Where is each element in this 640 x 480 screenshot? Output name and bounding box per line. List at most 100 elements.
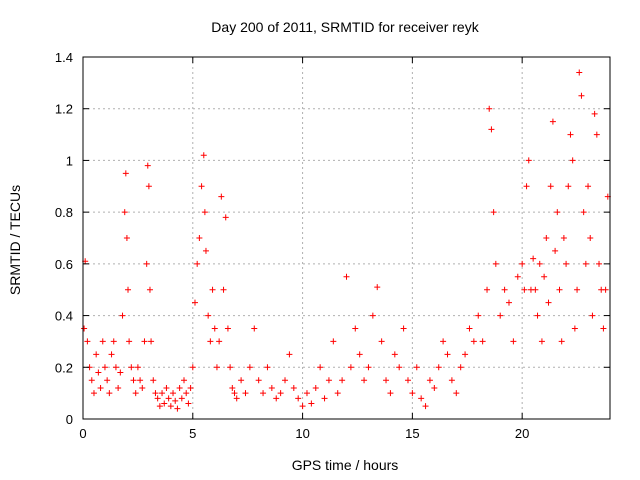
data-point — [141, 338, 148, 345]
data-point — [191, 299, 198, 306]
data-point — [492, 260, 499, 267]
data-point — [93, 351, 100, 358]
data-point — [541, 273, 548, 280]
data-point — [123, 235, 130, 241]
data-point — [560, 235, 567, 241]
data-point — [404, 377, 411, 384]
data-point — [167, 403, 174, 410]
data-point — [576, 69, 583, 76]
data-point — [536, 260, 543, 267]
data-point — [174, 405, 181, 412]
data-point — [137, 377, 144, 384]
data-point — [268, 384, 275, 391]
y-tick-label: 0.4 — [55, 309, 73, 324]
data-point — [510, 338, 517, 345]
data-point — [308, 400, 315, 407]
data-point — [194, 260, 201, 267]
data-point — [391, 351, 398, 358]
data-point — [144, 162, 151, 169]
data-point — [582, 260, 589, 267]
data-point — [549, 118, 556, 125]
data-point — [567, 131, 574, 138]
data-point — [251, 325, 258, 332]
data-point — [334, 390, 341, 397]
data-point — [224, 325, 231, 332]
data-point — [148, 338, 155, 345]
data-point — [543, 235, 550, 241]
data-point — [578, 92, 585, 99]
data-point — [593, 131, 600, 138]
data-point — [121, 209, 128, 216]
data-point — [435, 364, 442, 371]
data-point — [154, 395, 161, 402]
data-point — [552, 247, 559, 254]
x-tick-label: 10 — [295, 426, 309, 441]
data-point — [591, 110, 598, 117]
data-point — [497, 312, 504, 319]
data-point — [220, 286, 227, 293]
grid-lines — [83, 57, 610, 419]
data-point — [587, 235, 594, 241]
data-point — [159, 390, 166, 397]
data-point — [574, 286, 581, 293]
data-point — [484, 286, 491, 293]
data-point — [431, 384, 438, 391]
data-point — [514, 273, 521, 280]
data-point — [530, 255, 537, 262]
data-point — [295, 395, 302, 402]
data-point — [413, 364, 420, 371]
data-point — [181, 377, 188, 384]
data-point — [246, 364, 253, 371]
data-point — [602, 286, 609, 293]
data-point — [201, 209, 208, 216]
data-point — [161, 400, 168, 407]
y-tick-label: 0.8 — [55, 205, 73, 220]
data-point — [178, 395, 185, 402]
data-point — [108, 351, 115, 358]
data-point — [585, 183, 592, 190]
data-point — [409, 390, 416, 397]
data-point — [378, 338, 385, 345]
data-point — [146, 286, 153, 293]
data-point — [556, 286, 563, 293]
y-tick-label: 0 — [66, 412, 73, 427]
data-point — [343, 273, 350, 280]
data-point — [580, 209, 587, 216]
data-point — [106, 390, 113, 397]
data-point — [255, 377, 262, 384]
data-point — [101, 364, 108, 371]
data-point — [356, 351, 363, 358]
data-point — [317, 364, 324, 371]
data-point — [521, 286, 528, 293]
data-point — [145, 183, 152, 190]
data-point — [277, 390, 284, 397]
data-point — [330, 338, 337, 345]
data-point — [440, 338, 447, 345]
data-point — [200, 152, 207, 159]
data-point — [202, 247, 209, 254]
data-point — [558, 338, 565, 345]
data-point — [374, 284, 381, 291]
y-tick-label: 0.2 — [55, 360, 73, 375]
data-point — [196, 235, 203, 241]
data-point — [448, 377, 455, 384]
data-point — [352, 325, 359, 332]
data-point — [125, 286, 132, 293]
data-point — [90, 390, 97, 397]
data-point — [365, 364, 372, 371]
data-point — [383, 377, 390, 384]
data-point — [222, 214, 229, 221]
data-point — [547, 183, 554, 190]
data-point — [545, 299, 552, 306]
data-point — [115, 384, 122, 391]
data-point — [187, 384, 194, 391]
x-axis-label: GPS time / hours — [292, 457, 399, 473]
data-point — [104, 377, 111, 384]
data-point — [312, 384, 319, 391]
data-point — [152, 390, 159, 397]
y-tick-label: 1.4 — [55, 50, 73, 65]
data-point — [523, 183, 530, 190]
data-point — [444, 351, 451, 358]
data-point — [84, 338, 91, 345]
